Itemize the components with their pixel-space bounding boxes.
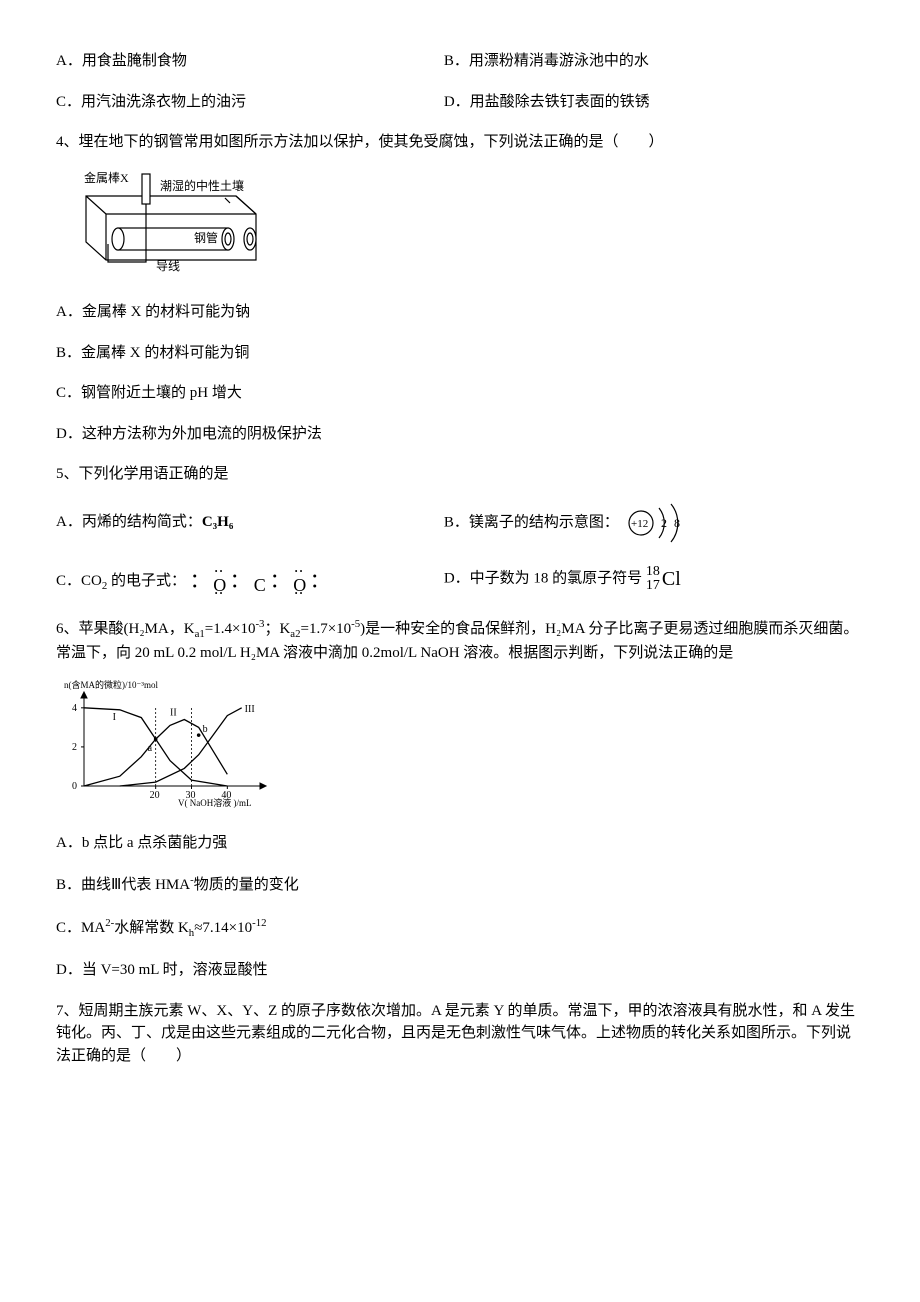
q4-figure: 金属棒X 潮湿的中性土壤 钢管 导线 xyxy=(56,168,864,286)
svg-text:2: 2 xyxy=(72,742,77,753)
q7-stem: 7、短周期主族元素 W、X、Y、Z 的原子序数依次增加。A 是元素 Y 的单质。… xyxy=(56,1000,864,1068)
q6-optB-pre: B．曲线Ⅲ代表 HMA xyxy=(56,877,190,893)
q6-stem: 6、苹果酸(H₂MA，Ka1=1.4×10-3；Ka2=1.7×10-5)是一种… xyxy=(56,616,864,665)
q5-mg-shell1: 2 xyxy=(661,516,667,530)
q5-stem: 5、下列化学用语正确的是 xyxy=(56,463,864,486)
q5-option-d: D．中子数为 18 的氯原子符号 18 17 Cl xyxy=(444,564,832,594)
q4-option-c: C．钢管附近土壤的 pH 增大 xyxy=(56,382,864,405)
svg-text:20: 20 xyxy=(150,790,160,801)
q5-edot-C: C xyxy=(252,572,270,599)
q3-option-d: D．用盐酸除去铁钉表面的铁锈 xyxy=(444,91,832,114)
q3-optC-text: 用汽油洗涤衣物上的油污 xyxy=(81,94,246,110)
q6-optC-pre: C．MA xyxy=(56,920,105,936)
svg-text:4: 4 xyxy=(72,703,77,714)
q5-options-row-2: C．CO2 的电子式： ：••O••：C：••O••： D．中子数为 18 的氯… xyxy=(56,564,864,594)
q5-optC-pre: C．CO xyxy=(56,573,102,589)
svg-text:II: II xyxy=(170,708,177,719)
q5-option-b: B．镁离子的结构示意图： +12 2 8 xyxy=(444,500,832,546)
q6-option-a: A．b 点比 a 点杀菌能力强 xyxy=(56,832,864,855)
q5-mg-nucleus: +12 xyxy=(631,518,648,530)
q4-option-b: B．金属棒 X 的材料可能为铜 xyxy=(56,342,864,365)
q5-optA-formula: C₃H₆ xyxy=(202,514,234,530)
q6-stem-pre: 6、苹果酸( xyxy=(56,621,129,637)
q5-optD-pre: D．中子数为 18 的氯原子符号 xyxy=(444,570,642,586)
q6-k2-pre: ；K xyxy=(264,621,290,637)
q6-k1-pre: ，K xyxy=(169,621,195,637)
q6-option-d: D．当 V=30 mL 时，溶液显酸性 xyxy=(56,959,864,982)
svg-text:I: I xyxy=(113,712,116,723)
q6-k1-sub: a1 xyxy=(195,628,205,640)
q6-k2-eq: =1.7×10 xyxy=(301,621,352,637)
q5-cl-sym: Cl xyxy=(662,568,681,590)
q4-label-soil: 潮湿的中性土壤 xyxy=(160,178,244,193)
q3-options-row-1: A．用食盐腌制食物 B．用漂粉精消毒游泳池中的水 xyxy=(56,50,864,73)
svg-text:40: 40 xyxy=(221,790,231,801)
q5-electron-dot: ：••O••：C：••O••： xyxy=(190,570,332,592)
q5-mg-shell2: 8 xyxy=(674,516,680,530)
q5-cl-top: 18 xyxy=(646,565,660,579)
q4-label-wire: 导线 xyxy=(156,259,180,273)
q4-label-metalX: 金属棒X xyxy=(84,170,129,185)
q5-options-row-1: A．丙烯的结构简式：C₃H₆ B．镁离子的结构示意图： +12 2 8 xyxy=(56,500,864,546)
q3-optB-label: B． xyxy=(444,53,469,69)
q6-optC-sup2: 2- xyxy=(105,917,114,929)
q3-option-a: A．用食盐腌制食物 xyxy=(56,50,444,73)
q6-graph-svg: n(含MA的微粒)/10⁻³mol V( NaOH溶液 )/mL 024 203… xyxy=(56,678,286,808)
q4-option-a: A．金属棒 X 的材料可能为钠 xyxy=(56,301,864,324)
q6-k2-exp: -5 xyxy=(351,618,360,630)
svg-text:III: III xyxy=(245,704,255,715)
q3-optA-text: 用食盐腌制食物 xyxy=(82,53,187,69)
svg-text:b: b xyxy=(203,725,208,736)
q5-cl-bot: 17 xyxy=(646,579,660,593)
q4-label-pipe: 钢管 xyxy=(194,230,218,245)
q5-cl-mass-frac: 18 17 xyxy=(646,565,660,593)
q5-optA-pre: A．丙烯的结构简式： xyxy=(56,514,202,530)
q3-optD-text: 用盐酸除去铁钉表面的铁锈 xyxy=(470,94,650,110)
q6-optC-exp: -12 xyxy=(252,917,266,929)
q3-optB-text: 用漂粉精消毒游泳池中的水 xyxy=(469,53,649,69)
q4-option-d: D．这种方法称为外加电流的阴极保护法 xyxy=(56,423,864,446)
q6-optB-post: 物质的量的变化 xyxy=(194,877,299,893)
q3-optD-label: D． xyxy=(444,94,470,110)
q5-option-a: A．丙烯的结构简式：C₃H₆ xyxy=(56,511,444,534)
svg-text:30: 30 xyxy=(186,790,196,801)
q4-stem: 4、埋在地下的钢管常用如图所示方法加以保护，使其免受腐蚀，下列说法正确的是（ ） xyxy=(56,131,864,154)
svg-text:a: a xyxy=(148,743,153,754)
q6-optC-eq: ≈7.14×10 xyxy=(194,920,252,936)
q5-mg-figure: +12 2 8 xyxy=(623,500,685,546)
q5-optC-mid: 的电子式： xyxy=(107,573,186,589)
q6-stem-h2ma: H₂MA xyxy=(129,621,169,637)
q6-option-b: B．曲线Ⅲ代表 HMA-物质的量的变化 xyxy=(56,872,864,897)
q6-option-c: C．MA2-水解常数 Kh≈7.14×10-12 xyxy=(56,915,864,941)
q3-optA-label: A． xyxy=(56,53,82,69)
q6-figure: n(含MA的微粒)/10⁻³mol V( NaOH溶液 )/mL 024 203… xyxy=(56,678,864,816)
q4-diagram-svg: 金属棒X 潮湿的中性土壤 钢管 导线 xyxy=(56,168,266,278)
svg-text:0: 0 xyxy=(72,781,77,792)
q5-option-c: C．CO2 的电子式： ：••O••：C：••O••： xyxy=(56,564,444,594)
q3-option-b: B．用漂粉精消毒游泳池中的水 xyxy=(444,50,832,73)
q6-optC-mid: 水解常数 K xyxy=(114,920,189,936)
q6-k2-sub: a2 xyxy=(290,628,300,640)
q5-optB-pre: B．镁离子的结构示意图： xyxy=(444,514,619,530)
q6-ylabel: n(含MA的微粒)/10⁻³mol xyxy=(64,679,158,690)
q6-k1-eq: =1.4×10 xyxy=(205,621,256,637)
q3-option-c: C．用汽油洗涤衣物上的油污 xyxy=(56,91,444,114)
q3-optC-label: C． xyxy=(56,94,81,110)
q3-options-row-2: C．用汽油洗涤衣物上的油污 D．用盐酸除去铁钉表面的铁锈 xyxy=(56,91,864,114)
